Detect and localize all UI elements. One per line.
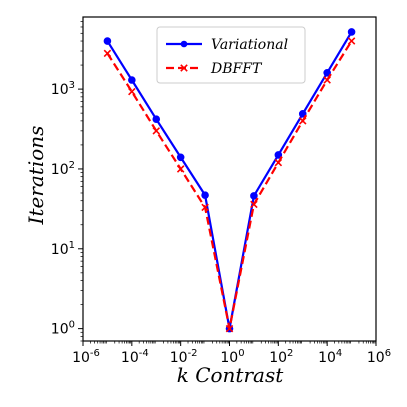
- series-line: [106, 40, 353, 330]
- y-tick-label: 101: [51, 240, 75, 258]
- x-tick-label: 106: [367, 348, 391, 366]
- data-point: [103, 37, 112, 45]
- data-point: [250, 192, 258, 200]
- data-point: [347, 28, 356, 36]
- y-tick-label: 100: [51, 320, 75, 338]
- data-point: [323, 76, 331, 84]
- y-axis: 100 101 102 103: [51, 21, 83, 342]
- data-point: [274, 158, 283, 167]
- y-tick-label: 103: [51, 80, 75, 98]
- x-tick-label: 100: [220, 348, 244, 366]
- data-point: [176, 153, 185, 162]
- x-axis: 10-6 10-4 10-2 100 102 104 106: [72, 341, 391, 366]
- x-tick-label: 10-2: [170, 348, 198, 366]
- data-point: [274, 151, 283, 159]
- x-axis-label: k Contrast: [177, 363, 284, 387]
- x-tick-label: 104: [318, 348, 342, 366]
- data-point: [128, 87, 136, 96]
- data-point: [225, 324, 234, 333]
- legend: Variational DBFFT: [156, 26, 306, 84]
- legend-label: DBFFT: [210, 61, 263, 77]
- x-tick-label: 10-4: [121, 348, 149, 366]
- x-tick-label: 102: [269, 348, 293, 366]
- x-tick-label: 10-6: [72, 348, 100, 366]
- legend-label: Variational: [211, 37, 288, 53]
- legend-marker: [180, 40, 188, 48]
- data-point: [152, 115, 161, 123]
- y-axis-label: Iterations: [24, 126, 48, 226]
- data-point: [323, 69, 331, 77]
- data-point: [201, 203, 209, 212]
- plot-area: [103, 28, 356, 333]
- data-point: [176, 165, 185, 173]
- series-dbfft: [103, 37, 356, 333]
- data-point: [128, 76, 136, 84]
- axes: 10-6 10-4 10-2 100 102 104 106 100 101 102 103: [51, 16, 391, 366]
- data-point: [298, 110, 307, 118]
- data-point: [298, 117, 307, 125]
- legend-entry: Variational: [166, 37, 288, 53]
- data-point: [347, 37, 356, 45]
- data-point: [250, 200, 258, 209]
- legend-entry: DBFFT: [166, 61, 263, 77]
- legend-marker: [180, 64, 188, 72]
- data-point: [152, 127, 161, 135]
- data-point: [103, 49, 112, 58]
- y-tick-label: 102: [51, 160, 75, 178]
- data-point: [201, 191, 209, 199]
